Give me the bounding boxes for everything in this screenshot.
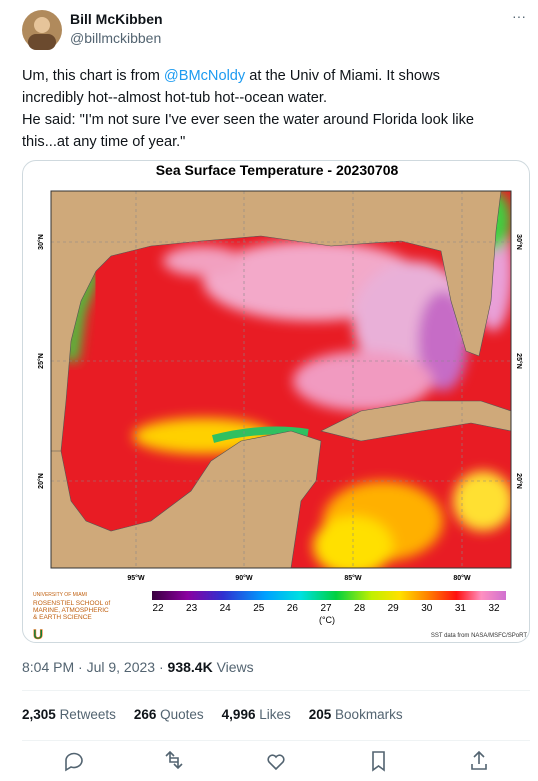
logo-mark: U <box>33 626 43 642</box>
text: at the Univ of Miami. It shows <box>245 68 440 84</box>
colorbar-tick-label: 24 <box>220 603 232 614</box>
stat-label: Retweets <box>59 707 116 722</box>
lat-label: 20°N <box>37 473 45 489</box>
divider <box>22 690 530 691</box>
stat[interactable]: 4,996 Likes <box>222 707 291 722</box>
stat-label: Bookmarks <box>335 707 403 722</box>
bookmark-button[interactable] <box>372 751 385 772</box>
retweet-button[interactable] <box>165 750 183 770</box>
lon-label: 80°W <box>453 574 471 582</box>
stat-label: Likes <box>259 707 291 722</box>
lat-label: 30°N <box>37 234 45 250</box>
colorbar-tick-label: 26 <box>287 603 299 614</box>
stat-count: 266 <box>133 707 157 722</box>
time[interactable]: 8:04 PM · Jul 9, 2023 · <box>22 659 168 675</box>
lon-label: 85°W <box>344 574 362 582</box>
stat[interactable]: 266 Quotes <box>134 707 204 722</box>
text: He said: "I'm not sure I've ever seen th… <box>22 112 475 128</box>
reply-button[interactable] <box>65 752 83 772</box>
lat-label: 25°N <box>515 353 523 369</box>
stats: 2,305 Retweets 266 Quotes 4,996 Likes 205 B… <box>22 707 403 722</box>
stat[interactable]: 2,305 Retweets <box>22 707 116 722</box>
text: this...at any time of year." <box>22 134 186 150</box>
logo-line: MARINE, ATMOSPHERIC <box>33 607 109 614</box>
tweet-text: Um, this chart is from @BMcNoldy at the … <box>22 65 474 153</box>
colorbar-tick-label: 25 <box>253 603 265 614</box>
divider <box>22 740 530 741</box>
colorbar-tick-label: 30 <box>421 603 433 614</box>
sst-image: Sea Surface Temperature - 20230708 <box>33 162 528 642</box>
colorbar-tick-label: 32 <box>488 603 500 614</box>
logo-line: & EARTH SCIENCE <box>33 614 92 621</box>
stat-count: 2,305 <box>22 707 56 722</box>
colorbar-tick-label: 22 <box>152 603 164 614</box>
more-button[interactable]: ··· <box>512 8 526 24</box>
action-bar <box>65 750 487 772</box>
credit: SST data from NASA/MSFC/SPoRT <box>431 633 527 639</box>
colorbar-tick-label: 27 <box>320 603 332 614</box>
text: Um, this chart is from <box>22 68 164 84</box>
like-button[interactable] <box>267 754 285 771</box>
views-label: Views <box>212 659 254 675</box>
colorbar-tick-label: 28 <box>354 603 366 614</box>
avatar[interactable] <box>22 10 62 50</box>
stat-label: Quotes <box>160 707 204 722</box>
lon-label: 90°W <box>235 574 253 582</box>
colorbar <box>152 591 506 600</box>
lat-label: 25°N <box>37 353 45 369</box>
colorbar-tick-label: 29 <box>388 603 400 614</box>
author-name[interactable]: Bill McKibben <box>70 11 163 27</box>
colorbar-ticks: 22 23 24 25 26 27 28 29 30 31 32 <box>152 603 500 614</box>
lat-labels: 30°N 30°N 25°N 25°N 20°N 20°N <box>37 234 523 489</box>
lon-label: 95°W <box>127 574 145 582</box>
colorbar-unit: (°C) <box>319 615 335 625</box>
stat-count: 4,996 <box>221 707 256 722</box>
mention[interactable]: @BMcNoldy <box>163 68 246 84</box>
author-handle[interactable]: @billmckibben <box>70 30 162 46</box>
media-card[interactable]: Sea Surface Temperature - 20230708 <box>22 160 530 643</box>
stat[interactable]: 205 Bookmarks <box>309 707 403 722</box>
lon-labels: 95°W 90°W 85°W 80°W <box>127 574 471 582</box>
stat-count: 205 <box>308 707 332 722</box>
logo-line: ROSENSTIEL SCHOOL of <box>33 600 110 607</box>
colorbar-tick-label: 31 <box>455 603 467 614</box>
share-button[interactable] <box>471 750 487 770</box>
logo-top: UNIVERSITY OF MIAMI <box>33 592 87 598</box>
image-title: Sea Surface Temperature - 20230708 <box>156 162 399 178</box>
lat-label: 30°N <box>515 234 523 250</box>
colorbar-tick-label: 23 <box>186 603 198 614</box>
lat-label: 20°N <box>515 473 523 489</box>
timestamp: 8:04 PM · Jul 9, 2023 · 938.4K Views <box>22 659 254 675</box>
views-count: 938.4K <box>167 659 213 675</box>
text: incredibly hot--almost hot-tub hot--ocea… <box>22 90 327 106</box>
